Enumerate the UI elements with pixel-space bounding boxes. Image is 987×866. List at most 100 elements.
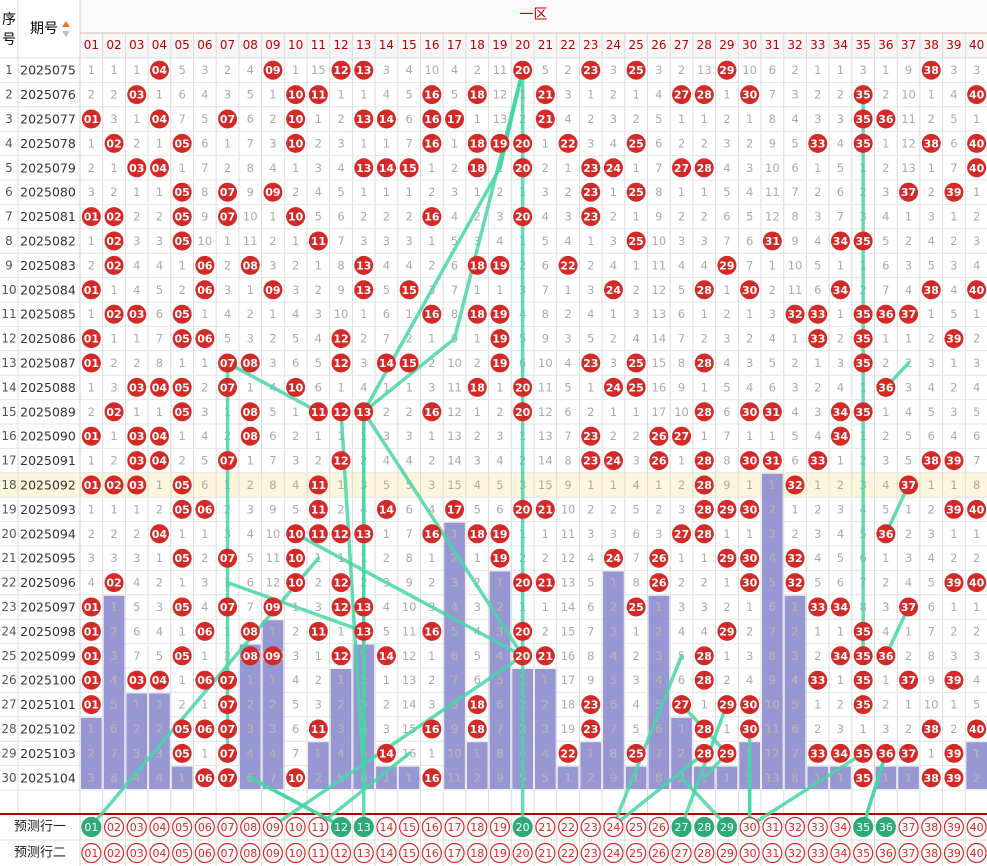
prediction-ball-23[interactable]: 23 [580, 842, 601, 864]
prediction-ball-16[interactable]: 16 [421, 816, 442, 838]
prediction-ball-22[interactable]: 22 [557, 842, 579, 864]
prediction-ball-33[interactable]: 33 [807, 842, 828, 864]
prediction-ball-40[interactable]: 40 [966, 816, 987, 838]
prediction-ball-39[interactable]: 39 [943, 816, 965, 838]
hit-ball-circle [762, 402, 782, 422]
prediction-ball-04[interactable]: 04 [149, 842, 170, 864]
prediction-ball-06[interactable]: 06 [194, 842, 215, 864]
hit-ball-circle [921, 280, 941, 300]
prediction-ball-05[interactable]: 05 [172, 842, 193, 864]
prediction-ball-25[interactable]: 25 [626, 842, 647, 864]
prediction-ball-40[interactable]: 40 [966, 842, 987, 864]
prediction-ball-08[interactable]: 08 [240, 816, 261, 838]
prediction-ball-28[interactable]: 28 [694, 816, 715, 838]
hit-ball-circle [672, 158, 692, 178]
prediction-ball-15[interactable]: 15 [399, 842, 420, 864]
prediction-ball-05[interactable]: 05 [172, 816, 193, 838]
prediction-ball-06[interactable]: 06 [194, 816, 215, 838]
prediction-ball-23[interactable]: 23 [580, 816, 601, 838]
prediction-ball-03[interactable]: 03 [126, 842, 147, 864]
prediction-ball-10[interactable]: 10 [285, 816, 306, 838]
sort-arrows-icon[interactable] [62, 21, 70, 37]
prediction-ball-37[interactable]: 37 [898, 842, 919, 864]
row-seq: 21 [1, 551, 16, 565]
prediction-ball-26[interactable]: 26 [648, 816, 669, 838]
prediction-ball-29[interactable]: 29 [716, 842, 738, 864]
prediction-ball-29[interactable]: 29 [716, 816, 738, 838]
prediction-ball-07[interactable]: 07 [217, 816, 238, 838]
miss-count: 10 [425, 63, 440, 77]
prediction-ball-circle [489, 842, 511, 864]
prediction-ball-24[interactable]: 24 [603, 842, 624, 864]
prediction-ball-27[interactable]: 27 [671, 816, 692, 838]
hit-ball-number: 31 [765, 406, 780, 419]
hit-ball-number: 03 [129, 89, 144, 102]
prediction-ball-21[interactable]: 21 [535, 842, 556, 864]
prediction-ball-03[interactable]: 03 [126, 816, 147, 838]
prediction-ball-22[interactable]: 22 [557, 816, 579, 838]
prediction-ball-13[interactable]: 13 [353, 842, 374, 864]
prediction-ball-11[interactable]: 11 [308, 842, 329, 864]
prediction-ball-15[interactable]: 15 [399, 816, 420, 838]
prediction-ball-20[interactable]: 20 [512, 842, 533, 864]
prediction-ball-32[interactable]: 32 [784, 842, 806, 864]
prediction-ball-12[interactable]: 12 [330, 842, 352, 864]
hit-ball: 07 [218, 109, 238, 129]
miss-count: 1 [632, 258, 639, 272]
hit-ball-number: 23 [583, 64, 598, 77]
prediction-ball-34[interactable]: 34 [830, 816, 851, 838]
prediction-ball-01[interactable]: 01 [81, 842, 102, 864]
prediction-ball-14[interactable]: 14 [376, 842, 397, 864]
prediction-ball-36[interactable]: 36 [875, 842, 896, 864]
hit-ball-number: 01 [84, 625, 99, 638]
prediction-ball-19[interactable]: 19 [489, 842, 511, 864]
prediction-ball-32[interactable]: 32 [784, 816, 806, 838]
prediction-ball-02[interactable]: 02 [103, 842, 125, 864]
prediction-ball-36[interactable]: 36 [875, 816, 896, 838]
prediction-ball-16[interactable]: 16 [421, 842, 442, 864]
prediction-ball-11[interactable]: 11 [308, 816, 329, 838]
prediction-ball-12[interactable]: 12 [330, 816, 352, 838]
prediction-ball-20[interactable]: 20 [512, 816, 533, 838]
prediction-ball-02[interactable]: 02 [103, 816, 125, 838]
prediction-ball-38[interactable]: 38 [921, 842, 942, 864]
prediction-ball-25[interactable]: 25 [626, 816, 647, 838]
prediction-ball-35[interactable]: 35 [853, 842, 874, 864]
prediction-ball-35[interactable]: 35 [853, 816, 874, 838]
prediction-ball-37[interactable]: 37 [898, 816, 919, 838]
prediction-ball-38[interactable]: 38 [921, 816, 942, 838]
prediction-ball-04[interactable]: 04 [149, 816, 170, 838]
prediction-ball-30[interactable]: 30 [739, 816, 760, 838]
prediction-ball-30[interactable]: 30 [739, 842, 760, 864]
miss-count: 4 [723, 356, 730, 370]
prediction-ball-27[interactable]: 27 [671, 842, 692, 864]
prediction-ball-01[interactable]: 01 [81, 816, 102, 838]
hit-ball: 25 [626, 377, 646, 397]
hit-ball-number: 31 [765, 235, 780, 248]
prediction-ball-26[interactable]: 26 [648, 842, 669, 864]
prediction-ball-14[interactable]: 14 [376, 816, 397, 838]
miss-count: 10 [266, 527, 281, 541]
prediction-ball-09[interactable]: 09 [262, 842, 284, 864]
prediction-ball-17[interactable]: 17 [444, 816, 465, 838]
prediction-ball-31[interactable]: 31 [762, 842, 783, 864]
prediction-ball-24[interactable]: 24 [603, 816, 624, 838]
miss-bar-count: 6 [496, 698, 503, 712]
prediction-ball-34[interactable]: 34 [830, 842, 851, 864]
prediction-ball-31[interactable]: 31 [762, 816, 783, 838]
prediction-ball-18[interactable]: 18 [467, 816, 488, 838]
prediction-ball-07[interactable]: 07 [217, 842, 238, 864]
prediction-ball-18[interactable]: 18 [467, 842, 488, 864]
prediction-ball-10[interactable]: 10 [285, 842, 306, 864]
hit-ball-number: 12 [333, 650, 348, 663]
prediction-ball-21[interactable]: 21 [535, 816, 556, 838]
prediction-ball-13[interactable]: 13 [353, 816, 374, 838]
prediction-ball-39[interactable]: 39 [943, 842, 965, 864]
prediction-ball-17[interactable]: 17 [444, 842, 465, 864]
prediction-ball-19[interactable]: 19 [489, 816, 511, 838]
miss-count: 4 [950, 283, 957, 297]
prediction-ball-33[interactable]: 33 [807, 816, 828, 838]
prediction-ball-08[interactable]: 08 [240, 842, 261, 864]
prediction-ball-28[interactable]: 28 [694, 842, 715, 864]
prediction-ball-09[interactable]: 09 [262, 816, 284, 838]
